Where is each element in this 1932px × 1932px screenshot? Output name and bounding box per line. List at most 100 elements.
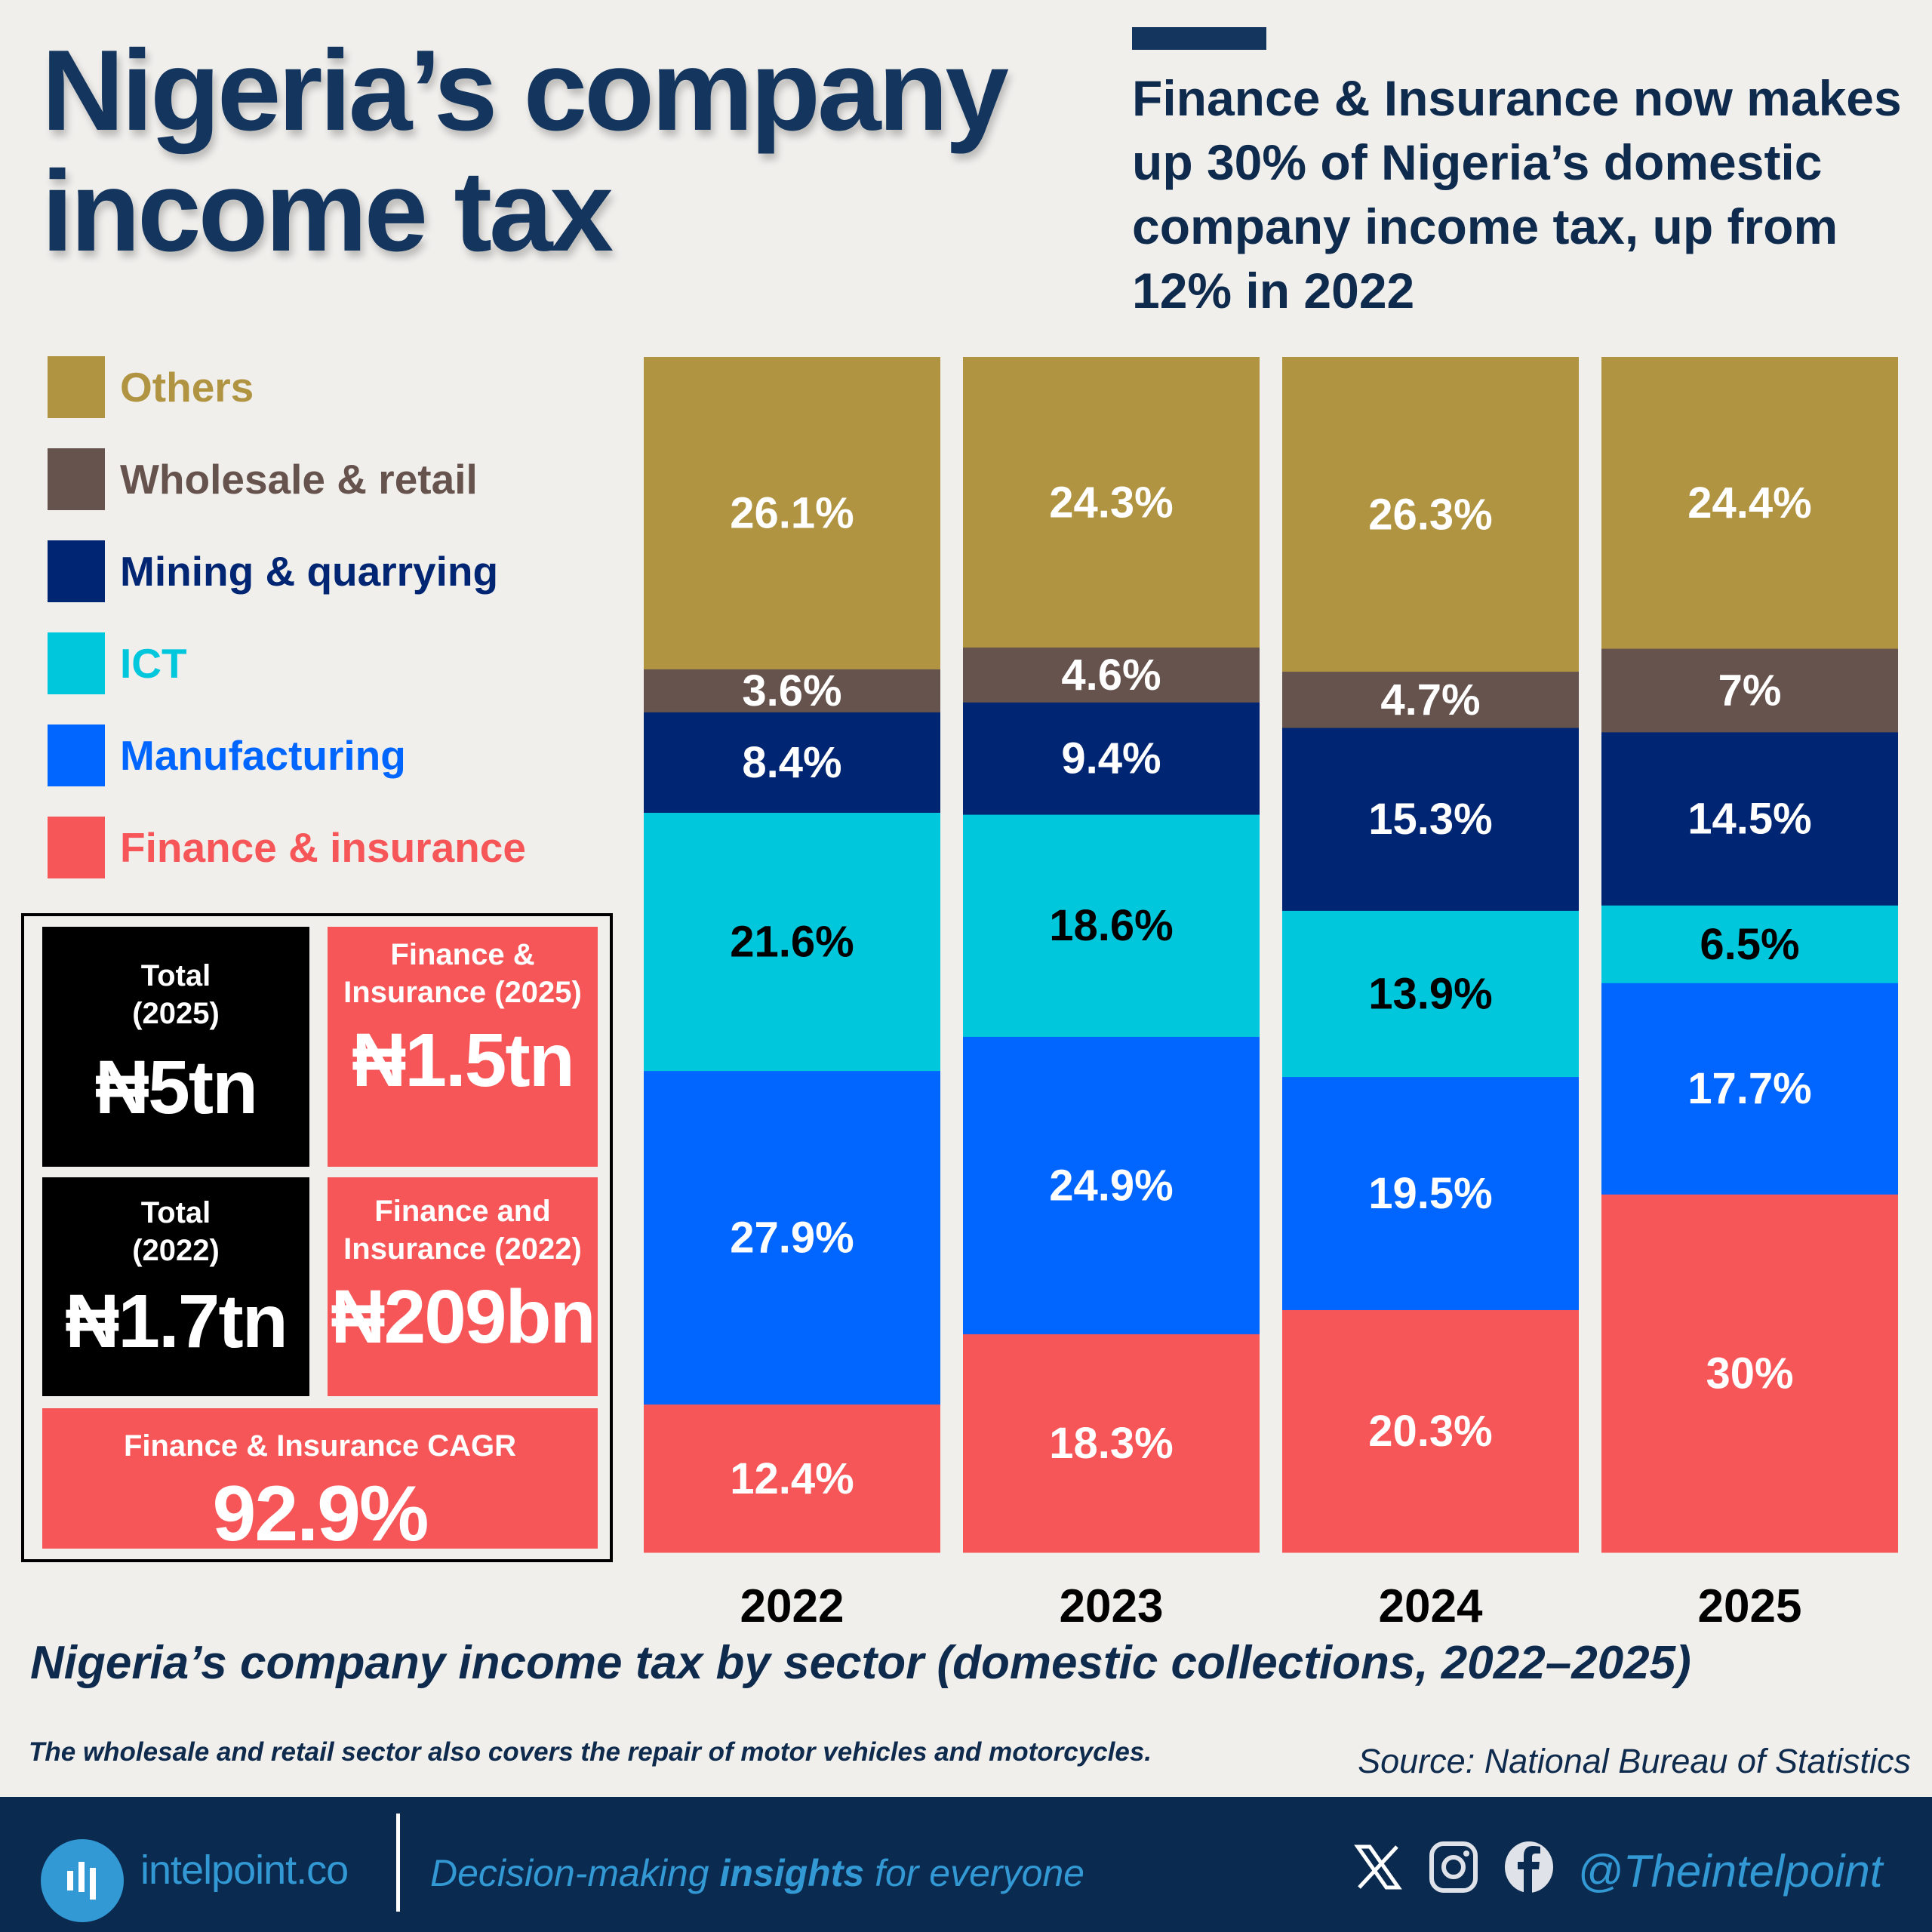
kpi-finance-cagr: Finance & Insurance CAGR 92.9% xyxy=(42,1408,598,1555)
bar-segment xyxy=(1282,1076,1579,1310)
kpi-label: Insurance (2022) xyxy=(343,1232,582,1266)
x-tick-label: 2024 xyxy=(1379,1580,1483,1632)
legend-label: Mining & quarrying xyxy=(120,548,499,595)
data-label: 12.4% xyxy=(730,1454,854,1503)
legend-label: Manufacturing xyxy=(120,732,406,779)
legend: Others Wholesale & retail Mining & quarryi… xyxy=(48,356,526,909)
bar-segment xyxy=(1601,905,1898,983)
page-title: Nigeria’s company income tax xyxy=(42,30,1009,275)
tagline-post: for everyone xyxy=(864,1852,1084,1894)
chart-title: Nigeria’s company income tax by sector (… xyxy=(30,1637,1691,1689)
instagram-icon[interactable] xyxy=(1429,1841,1478,1894)
legend-swatch xyxy=(48,448,105,510)
social-handle[interactable]: @Theintelpoint xyxy=(1577,1846,1883,1897)
legend-item: Others xyxy=(48,356,526,418)
kpi-value: ₦1.5tn xyxy=(352,1018,575,1103)
bar-segment xyxy=(1601,983,1898,1195)
kpi-label: Finance and xyxy=(374,1195,551,1228)
kpi-label: (2025) xyxy=(132,997,220,1030)
bar-segment xyxy=(1601,731,1898,906)
bar-segment xyxy=(963,357,1260,648)
bar-segment xyxy=(1282,728,1579,911)
kpi-total-2025: Total (2025) ₦5tn xyxy=(42,927,309,1167)
bar-segment xyxy=(1601,648,1898,733)
bar-segment xyxy=(644,669,940,712)
data-label: 30% xyxy=(1706,1349,1793,1398)
data-label: 7% xyxy=(1718,666,1782,715)
kpi-label: Total xyxy=(140,959,211,992)
bar-segment xyxy=(644,1070,940,1405)
data-label: 18.3% xyxy=(1049,1419,1173,1468)
data-label: 3.6% xyxy=(742,666,841,715)
x-tick-label: 2022 xyxy=(740,1580,844,1632)
legend-item: ICT xyxy=(48,632,526,694)
subtitle: Finance & Insurance now makes up 30% of … xyxy=(1132,70,1902,318)
bar-segment xyxy=(1282,671,1579,728)
legend-swatch xyxy=(48,724,105,786)
bar-segment xyxy=(963,702,1260,815)
data-label: 14.5% xyxy=(1687,795,1811,844)
divider xyxy=(396,1814,400,1912)
kpi-value: ₦209bn xyxy=(331,1275,595,1359)
data-label: 27.9% xyxy=(730,1214,854,1263)
facebook-icon[interactable] xyxy=(1504,1841,1554,1894)
kpi-value: ₦5tn xyxy=(94,1045,258,1130)
data-label: 24.9% xyxy=(1049,1161,1173,1210)
data-label: 26.3% xyxy=(1368,490,1492,539)
x-icon[interactable] xyxy=(1353,1841,1403,1894)
kpi-panel: Total (2025) ₦5tn Finance & Insurance (2… xyxy=(21,913,613,1562)
data-label: 8.4% xyxy=(742,738,841,787)
source-note: Source: National Bureau of Statistics xyxy=(1358,1742,1911,1780)
tagline: Decision-making insights for everyone xyxy=(430,1851,1084,1895)
bar-segment xyxy=(1601,1194,1898,1553)
kpi-value: ₦1.7tn xyxy=(65,1279,288,1364)
legend-label: Others xyxy=(120,364,254,411)
kpi-label: Total xyxy=(140,1196,211,1229)
data-label: 18.6% xyxy=(1049,901,1173,950)
data-label: 15.3% xyxy=(1368,795,1492,844)
tagline-pre: Decision-making xyxy=(430,1852,720,1894)
bar-segment xyxy=(644,357,940,669)
x-tick-label: 2023 xyxy=(1060,1580,1164,1632)
bar-segment xyxy=(963,814,1260,1037)
kpi-value: 92.9% xyxy=(212,1470,429,1558)
data-label: 13.9% xyxy=(1368,969,1492,1018)
legend-item: Finance & insurance xyxy=(48,817,526,878)
data-label: 19.5% xyxy=(1368,1169,1492,1218)
bar-segment xyxy=(644,812,940,1072)
data-label: 20.3% xyxy=(1368,1407,1492,1456)
intelpoint-logo-icon[interactable] xyxy=(41,1839,124,1922)
legend-item: Wholesale & retail xyxy=(48,448,526,510)
tagline-bold: insights xyxy=(719,1852,865,1894)
legend-item: Mining & quarrying xyxy=(48,540,526,602)
data-label: 4.7% xyxy=(1380,675,1480,724)
legend-swatch xyxy=(48,632,105,694)
bar-segment xyxy=(1282,1309,1579,1553)
brand-link[interactable]: intelpoint.co xyxy=(140,1847,349,1893)
bar-segment xyxy=(963,647,1260,703)
data-label: 17.7% xyxy=(1687,1064,1811,1113)
bar-segment xyxy=(1601,357,1898,649)
data-label: 9.4% xyxy=(1061,734,1161,783)
kpi-finance-2025: Finance & Insurance (2025) ₦1.5tn xyxy=(328,927,598,1167)
data-label: 26.1% xyxy=(730,489,854,538)
bar-segment xyxy=(1282,357,1579,672)
kpi-label: Finance & xyxy=(390,938,535,971)
data-label: 21.6% xyxy=(730,918,854,967)
data-label: 24.4% xyxy=(1687,478,1811,528)
data-label: 24.3% xyxy=(1049,478,1173,527)
data-label: 6.5% xyxy=(1700,920,1799,969)
kpi-label: Insurance (2025) xyxy=(343,976,582,1009)
bar-segment xyxy=(963,1334,1260,1553)
data-label: 4.6% xyxy=(1061,651,1161,700)
legend-item: Manufacturing xyxy=(48,724,526,786)
title-line-2: income tax xyxy=(42,147,614,275)
footnote: The wholesale and retail sector also cov… xyxy=(29,1737,1152,1767)
legend-swatch xyxy=(48,540,105,602)
kpi-finance-2022: Finance and Insurance (2022) ₦209bn xyxy=(328,1177,598,1396)
legend-swatch xyxy=(48,356,105,418)
legend-swatch xyxy=(48,817,105,878)
bar-segment xyxy=(644,712,940,814)
bar-segment xyxy=(644,1404,940,1553)
